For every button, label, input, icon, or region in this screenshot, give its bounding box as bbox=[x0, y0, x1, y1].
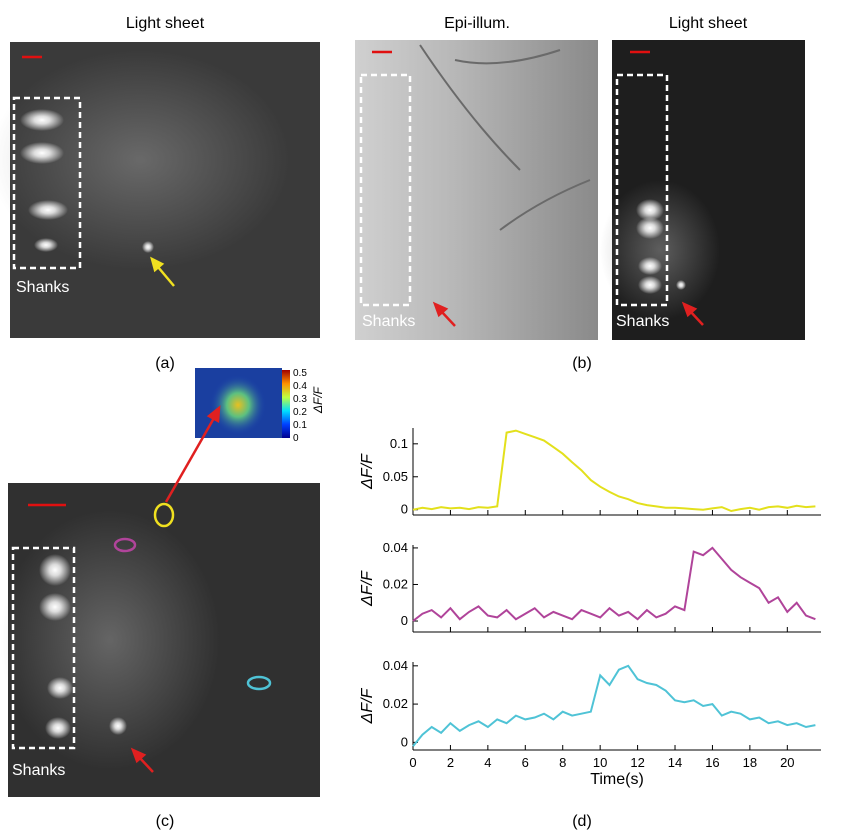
image-title: Epi-illum. bbox=[444, 15, 510, 32]
x-tick-label: 4 bbox=[484, 755, 491, 770]
trace bbox=[412, 429, 816, 513]
trace bbox=[412, 546, 816, 622]
inset-blob bbox=[210, 375, 266, 435]
y-tick-label: 0 bbox=[401, 734, 408, 749]
y-tick-label: 0.02 bbox=[383, 696, 408, 711]
colorbar-tick: 0.1 bbox=[293, 420, 307, 431]
x-tick-label: 0 bbox=[409, 755, 416, 770]
shank-glows bbox=[20, 109, 154, 253]
arrow bbox=[681, 301, 704, 326]
x-tick-label: 14 bbox=[668, 755, 682, 770]
x-tick-label: 8 bbox=[559, 755, 566, 770]
y-tick-label: 0 bbox=[401, 502, 408, 517]
tissue bbox=[600, 180, 720, 320]
arrow bbox=[150, 256, 175, 287]
roi-cyan bbox=[246, 675, 272, 691]
arrow bbox=[164, 405, 221, 503]
y-tick-label: 0.04 bbox=[383, 540, 408, 555]
x-tick-label: 12 bbox=[630, 755, 644, 770]
x-tick-label: 6 bbox=[522, 755, 529, 770]
colorbar-ticks: 0.5 0.4 0.3 0.2 0.1 0 bbox=[293, 368, 307, 444]
colorbar-tick: 0 bbox=[293, 433, 299, 444]
shank-glows bbox=[39, 554, 127, 739]
x-tick-label: 20 bbox=[780, 755, 794, 770]
shank-glows bbox=[636, 199, 686, 294]
y-axis-label: ΔF/F bbox=[359, 453, 376, 490]
image-title: Light sheet bbox=[126, 15, 205, 32]
y-axis-label: ΔF/F bbox=[359, 687, 376, 724]
dashed-box bbox=[11, 546, 76, 750]
colorbar bbox=[282, 370, 290, 438]
shanks-label: Shanks bbox=[362, 313, 415, 330]
tissue bbox=[0, 50, 290, 270]
y-tick-label: 0.05 bbox=[383, 469, 408, 484]
vessels bbox=[419, 44, 591, 231]
arrow bbox=[130, 747, 154, 773]
panel-label: (a) bbox=[155, 355, 175, 372]
colorbar-tick: 0.3 bbox=[293, 394, 307, 405]
colorbar-tick: 0.5 bbox=[293, 368, 307, 379]
x-axis-label: Time(s) bbox=[590, 771, 644, 788]
colorbar-tick: 0.2 bbox=[293, 407, 307, 418]
y-tick-label: 0.04 bbox=[383, 658, 408, 673]
panel-label: (d) bbox=[572, 813, 592, 830]
y-axis-label: ΔF/F bbox=[359, 570, 376, 607]
y-tick-label: 0 bbox=[401, 613, 408, 628]
dashed-box bbox=[615, 73, 669, 307]
colorbar-tick: 0.4 bbox=[293, 381, 307, 392]
dashed-box bbox=[12, 96, 82, 270]
panel-label: (c) bbox=[156, 813, 175, 830]
shanks-label: Shanks bbox=[16, 279, 69, 296]
x-tick-label: 2 bbox=[447, 755, 454, 770]
x-tick-label: 10 bbox=[593, 755, 607, 770]
shanks-label: Shanks bbox=[12, 762, 65, 779]
roi-yellow bbox=[153, 502, 175, 528]
roi-magenta bbox=[113, 537, 137, 553]
trace bbox=[412, 664, 816, 747]
arrow bbox=[432, 301, 456, 327]
y-tick-label: 0.1 bbox=[390, 436, 408, 451]
dashed-box bbox=[359, 73, 412, 307]
colorbar-label: ΔF/F bbox=[311, 386, 325, 414]
image-title: Light sheet bbox=[669, 15, 748, 32]
y-tick-label: 0.02 bbox=[383, 576, 408, 591]
panel-label: (b) bbox=[572, 355, 592, 372]
x-tick-label: 16 bbox=[705, 755, 719, 770]
shanks-label: Shanks bbox=[616, 313, 669, 330]
x-tick-label: 18 bbox=[743, 755, 757, 770]
image bbox=[355, 40, 598, 340]
